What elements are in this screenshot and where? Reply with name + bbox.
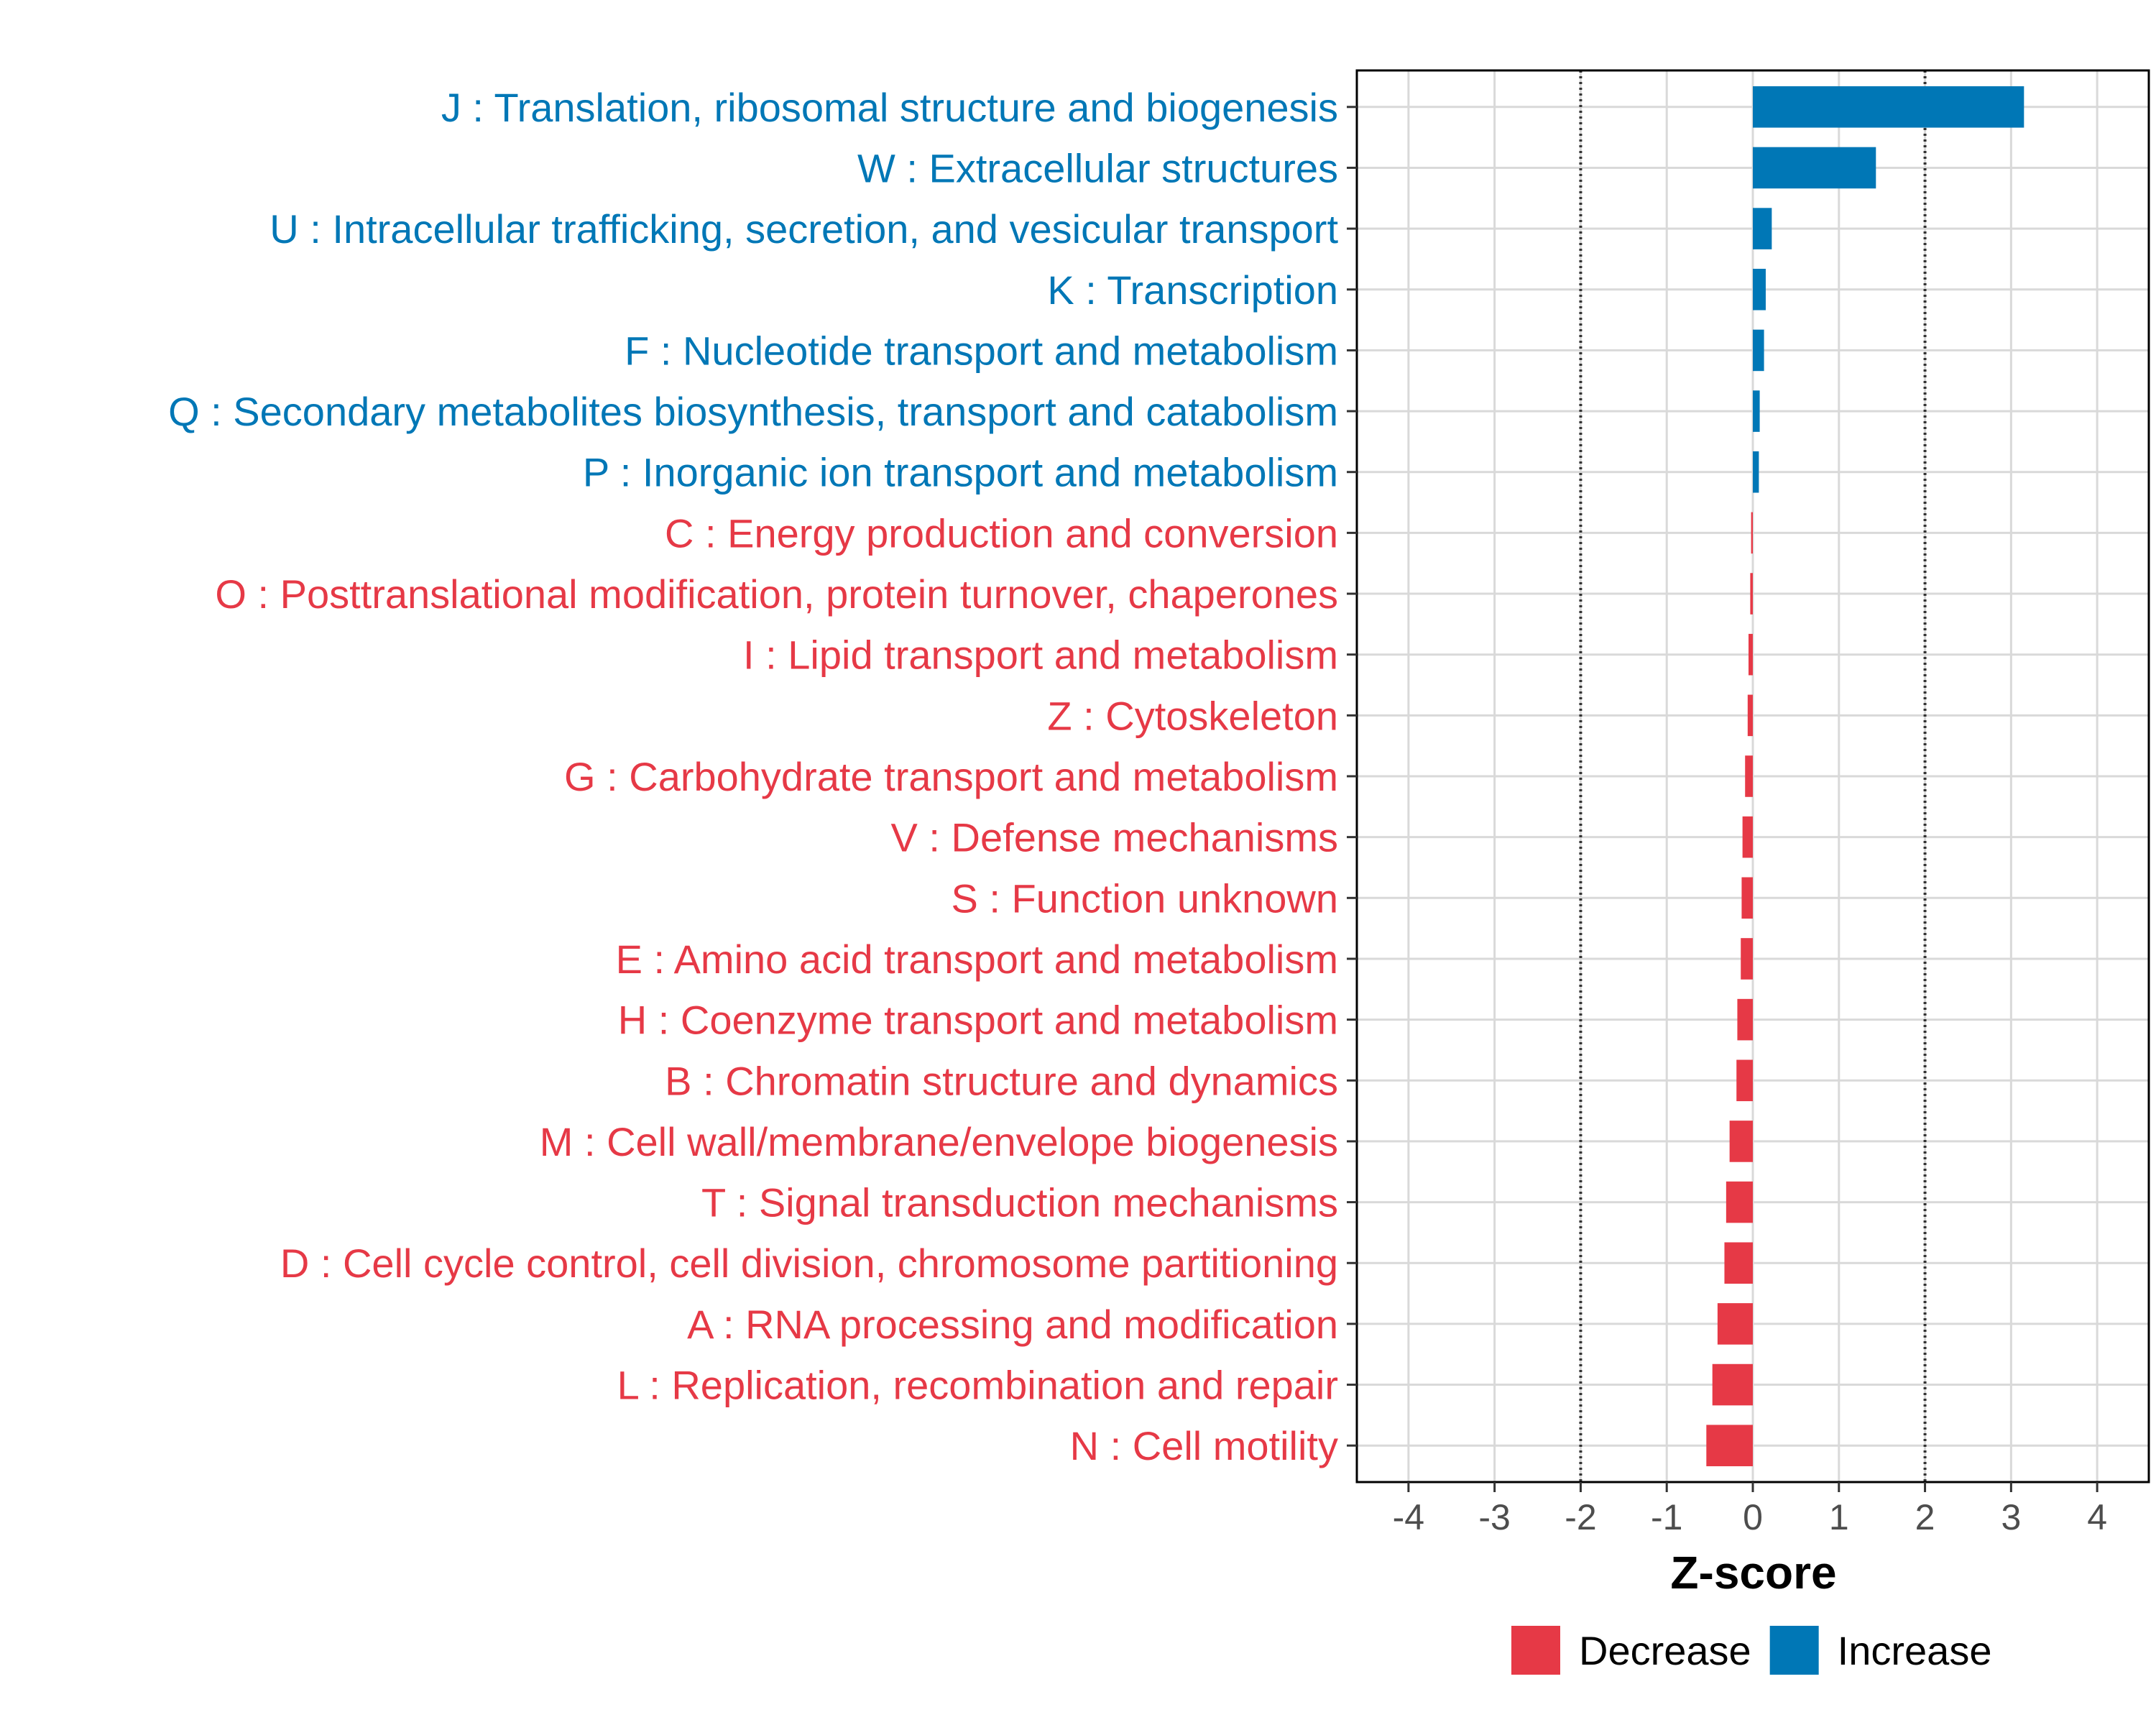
x-tick-label: 2 bbox=[1915, 1497, 1935, 1537]
legend: Decrease Increase bbox=[1511, 1626, 1991, 1675]
legend-label: Increase bbox=[1838, 1628, 1992, 1673]
x-axis: -4 -3 -2 -1 0 1 2 3 4 bbox=[1393, 1482, 2107, 1537]
category-label: M : Cell wall/membrane/envelope biogenes… bbox=[540, 1119, 1338, 1164]
bar bbox=[1741, 877, 1753, 919]
bars bbox=[1706, 86, 2024, 1466]
bar bbox=[1753, 268, 1766, 310]
category-label: S : Function unknown bbox=[951, 875, 1338, 921]
category-label: I : Lipid transport and metabolism bbox=[743, 632, 1338, 678]
bar bbox=[1753, 208, 1772, 249]
category-label: D : Cell cycle control, cell division, c… bbox=[280, 1241, 1338, 1286]
x-tick-label: 0 bbox=[1743, 1497, 1763, 1537]
category-label: O : Posttranslational modification, prot… bbox=[215, 571, 1338, 617]
bar bbox=[1750, 573, 1753, 615]
legend-swatch bbox=[1511, 1626, 1560, 1675]
bar bbox=[1706, 1425, 1753, 1466]
bar bbox=[1753, 390, 1760, 432]
category-label: V : Defense mechanisms bbox=[891, 815, 1338, 860]
category-label: Z : Cytoskeleton bbox=[1047, 693, 1338, 738]
category-label: F : Nucleotide transport and metabolism bbox=[625, 328, 1338, 373]
bar bbox=[1712, 1363, 1753, 1406]
x-tick-label: 3 bbox=[2001, 1497, 2021, 1537]
x-tick-label: 1 bbox=[1829, 1497, 1849, 1537]
x-tick-label: -1 bbox=[1651, 1497, 1682, 1537]
bar bbox=[1747, 694, 1753, 737]
category-label: L : Replication, recombination and repai… bbox=[617, 1363, 1338, 1408]
bar bbox=[1729, 1121, 1753, 1162]
x-tick-label: 4 bbox=[2087, 1497, 2107, 1537]
category-label: A : RNA processing and modification bbox=[687, 1302, 1338, 1347]
category-label: U : Intracellular trafficking, secretion… bbox=[270, 206, 1338, 252]
category-label: P : Inorganic ion transport and metaboli… bbox=[583, 450, 1338, 495]
bar bbox=[1753, 147, 1876, 189]
category-label: K : Transcription bbox=[1047, 267, 1338, 313]
bar bbox=[1742, 816, 1753, 858]
category-label: Q : Secondary metabolites biosynthesis, … bbox=[168, 389, 1338, 434]
bar bbox=[1753, 451, 1759, 493]
bar bbox=[1736, 1059, 1753, 1102]
legend-label: Decrease bbox=[1579, 1628, 1751, 1673]
x-axis-title: Z-score bbox=[1670, 1547, 1836, 1598]
bar bbox=[1726, 1181, 1753, 1223]
bar bbox=[1749, 633, 1753, 676]
category-label: N : Cell motility bbox=[1070, 1423, 1338, 1468]
legend-swatch bbox=[1769, 1626, 1819, 1675]
bar bbox=[1751, 512, 1753, 554]
bar bbox=[1724, 1242, 1753, 1284]
category-label: G : Carbohydrate transport and metabolis… bbox=[564, 754, 1338, 799]
category-label: C : Energy production and conversion bbox=[665, 510, 1338, 556]
category-label: E : Amino acid transport and metabolism bbox=[616, 937, 1338, 982]
bar bbox=[1741, 938, 1753, 980]
bar bbox=[1753, 86, 2024, 128]
category-label: T : Signal transduction mechanisms bbox=[701, 1180, 1338, 1225]
bar bbox=[1717, 1303, 1753, 1345]
x-tick-label: -3 bbox=[1478, 1497, 1510, 1537]
y-axis: J : Translation, ribosomal structure and… bbox=[168, 85, 1357, 1468]
x-tick-label: -2 bbox=[1565, 1497, 1596, 1537]
bar bbox=[1745, 755, 1753, 797]
category-label: W : Extracellular structures bbox=[857, 145, 1338, 190]
category-label: B : Chromatin structure and dynamics bbox=[665, 1058, 1338, 1103]
category-label: H : Coenzyme transport and metabolism bbox=[618, 998, 1338, 1043]
bar bbox=[1737, 998, 1753, 1041]
category-label: J : Translation, ribosomal structure and… bbox=[441, 85, 1338, 130]
x-tick-label: -4 bbox=[1393, 1497, 1424, 1537]
bar bbox=[1753, 329, 1764, 372]
